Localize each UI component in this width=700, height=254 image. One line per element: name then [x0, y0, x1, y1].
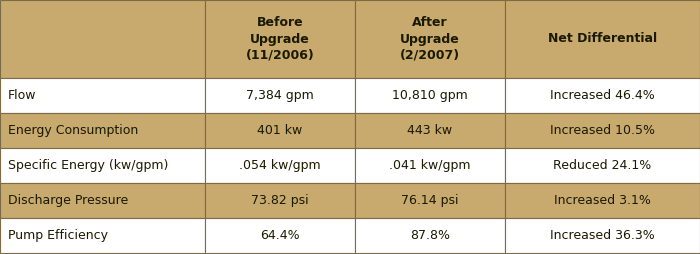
Bar	[505, 183, 700, 218]
Bar	[505, 78, 700, 113]
Bar	[205, 183, 355, 218]
Text: 443 kw: 443 kw	[407, 124, 453, 137]
Bar	[505, 148, 700, 183]
Text: Specific Energy (kw/gpm): Specific Energy (kw/gpm)	[8, 159, 169, 172]
Bar	[0, 78, 205, 113]
Text: 76.14 psi: 76.14 psi	[401, 194, 458, 207]
Text: Pump Efficiency: Pump Efficiency	[8, 229, 108, 242]
Text: Increased 3.1%: Increased 3.1%	[554, 194, 651, 207]
Bar	[505, 113, 700, 148]
Bar	[0, 0, 205, 78]
Bar	[355, 148, 505, 183]
Text: 87.8%: 87.8%	[410, 229, 450, 242]
Text: Flow: Flow	[8, 89, 36, 102]
Bar	[205, 218, 355, 253]
Text: 401 kw: 401 kw	[258, 124, 302, 137]
Text: .054 kw/gpm: .054 kw/gpm	[239, 159, 321, 172]
Text: After
Upgrade
(2/2007): After Upgrade (2/2007)	[400, 17, 460, 61]
Bar	[0, 113, 205, 148]
Text: Energy Consumption: Energy Consumption	[8, 124, 139, 137]
Text: 7,384 gpm: 7,384 gpm	[246, 89, 314, 102]
Text: Before
Upgrade
(11/2006): Before Upgrade (11/2006)	[246, 17, 314, 61]
Text: Increased 36.3%: Increased 36.3%	[550, 229, 655, 242]
Bar	[355, 218, 505, 253]
Bar	[505, 218, 700, 253]
Bar	[0, 148, 205, 183]
Bar	[0, 183, 205, 218]
Bar	[505, 0, 700, 78]
Bar	[205, 148, 355, 183]
Bar	[355, 0, 505, 78]
Bar	[205, 113, 355, 148]
Text: Increased 46.4%: Increased 46.4%	[550, 89, 655, 102]
Bar	[355, 183, 505, 218]
Text: .041 kw/gpm: .041 kw/gpm	[389, 159, 470, 172]
Bar	[0, 218, 205, 253]
Text: Net Differential: Net Differential	[548, 33, 657, 45]
Text: Discharge Pressure: Discharge Pressure	[8, 194, 128, 207]
Bar	[355, 78, 505, 113]
Text: 10,810 gpm: 10,810 gpm	[392, 89, 468, 102]
Bar	[205, 0, 355, 78]
Text: Increased 10.5%: Increased 10.5%	[550, 124, 655, 137]
Bar	[205, 78, 355, 113]
Text: Reduced 24.1%: Reduced 24.1%	[554, 159, 652, 172]
Text: 73.82 psi: 73.82 psi	[251, 194, 309, 207]
Bar	[355, 113, 505, 148]
Text: 64.4%: 64.4%	[260, 229, 300, 242]
